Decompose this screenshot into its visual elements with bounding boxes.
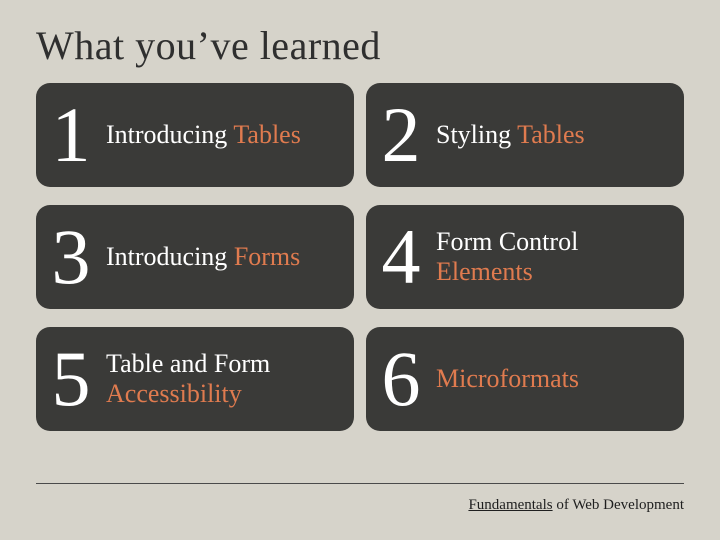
card-5: 5 Table and Form Accessibility — [36, 327, 354, 431]
card-3: 3 Introducing Forms — [36, 205, 354, 309]
card-number: 6 — [372, 340, 430, 418]
footer-rule — [36, 483, 684, 484]
card-1: 1 Introducing Tables — [36, 83, 354, 187]
card-label: Introducing Tables — [106, 120, 301, 150]
footer-word1: Fundamentals — [468, 497, 552, 513]
card-label-plain: Form Control — [436, 227, 578, 256]
card-number: 1 — [42, 96, 100, 174]
card-label-accent: Elements — [436, 257, 533, 286]
card-label-plain: Introducing — [106, 242, 234, 271]
card-label: Form Control Elements — [436, 227, 674, 287]
card-label-accent: Forms — [234, 242, 300, 271]
footer-text: Fundamentals of Web Development — [468, 497, 684, 514]
card-label-plain: Introducing — [106, 120, 233, 149]
card-2: 2 Styling Tables — [366, 83, 684, 187]
card-label-accent: Accessibility — [106, 379, 242, 408]
card-label: Microformats — [436, 364, 579, 394]
card-label: Table and Form Accessibility — [106, 349, 344, 409]
card-label: Styling Tables — [436, 120, 585, 150]
card-label-plain: Table and Form — [106, 349, 270, 378]
page-title: What you’ve learned — [36, 22, 684, 69]
card-label: Introducing Forms — [106, 242, 300, 272]
card-number: 3 — [42, 218, 100, 296]
footer-word2: of Web Development — [553, 497, 684, 513]
cards-grid: 1 Introducing Tables 2 Styling Tables 3 … — [36, 83, 684, 431]
card-label-accent: Tables — [233, 120, 301, 149]
card-number: 4 — [372, 218, 430, 296]
card-number: 5 — [42, 340, 100, 418]
card-4: 4 Form Control Elements — [366, 205, 684, 309]
card-label-accent: Microformats — [436, 364, 579, 393]
card-label-plain: Styling — [436, 120, 517, 149]
card-number: 2 — [372, 96, 430, 174]
card-6: 6 Microformats — [366, 327, 684, 431]
slide: What you’ve learned 1 Introducing Tables… — [0, 0, 720, 540]
card-label-accent: Tables — [517, 120, 585, 149]
